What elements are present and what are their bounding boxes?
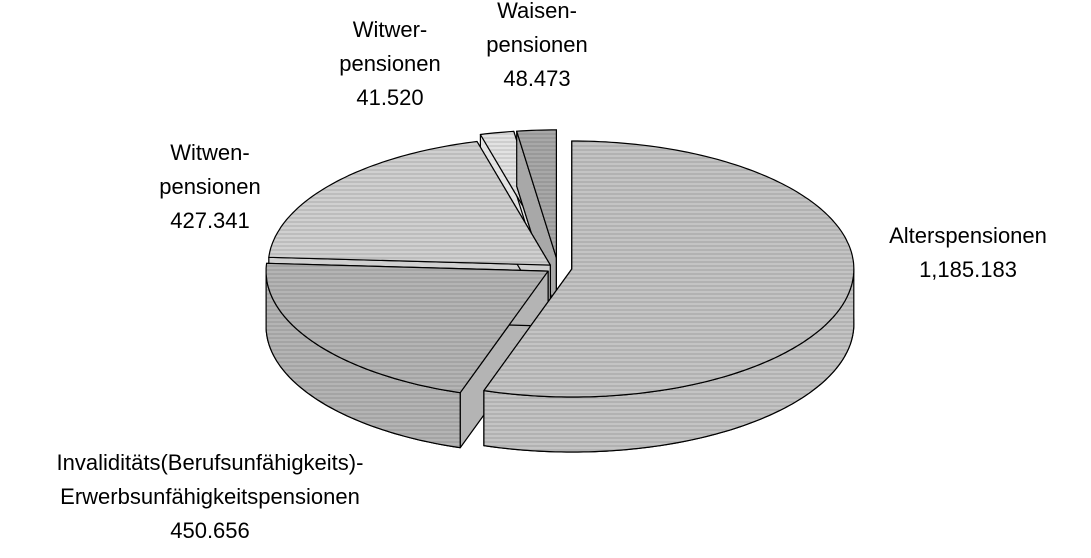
label-line: Erwerbsunfähigkeitspensionen xyxy=(60,484,360,509)
label-line: Witwer- xyxy=(353,17,428,42)
slice xyxy=(483,140,855,453)
slice-top-hatch xyxy=(268,141,551,266)
value-label: 427.341 xyxy=(170,208,250,233)
slice-top-hatch xyxy=(483,141,854,397)
label-line: Alterspensionen xyxy=(889,223,1047,248)
label-line: Waisen- xyxy=(497,0,577,23)
value-label: 48.473 xyxy=(503,66,570,91)
slice-label: Invaliditäts(Berufsunfähigkeits)- Erwerbs… xyxy=(57,450,364,543)
value-label: 1,185.183 xyxy=(919,257,1017,282)
label-line: Invaliditäts(Berufsunfähigkeits)- xyxy=(57,450,364,475)
value-label: 41.520 xyxy=(356,85,423,110)
value-label: 450.656 xyxy=(170,518,250,543)
label-line: pensionen xyxy=(339,51,441,76)
slice-rim-hatch xyxy=(266,271,461,448)
slice-label: Witwen-pensionen 427.341 xyxy=(159,140,261,233)
label-line: pensionen xyxy=(486,32,588,57)
label-line: pensionen xyxy=(159,174,261,199)
slice-rim-hatch xyxy=(483,269,854,452)
slice xyxy=(265,262,549,449)
slice-label: Alterspensionen 1,185.183 xyxy=(889,223,1047,282)
slice-top-hatch xyxy=(516,129,557,258)
slice-label: Witwer-pensionen 41.520 xyxy=(339,17,441,110)
slice-label: Waisen-pensionen 48.473 xyxy=(486,0,588,91)
label-line: Witwen- xyxy=(170,140,249,165)
slice-top-hatch xyxy=(266,263,549,393)
